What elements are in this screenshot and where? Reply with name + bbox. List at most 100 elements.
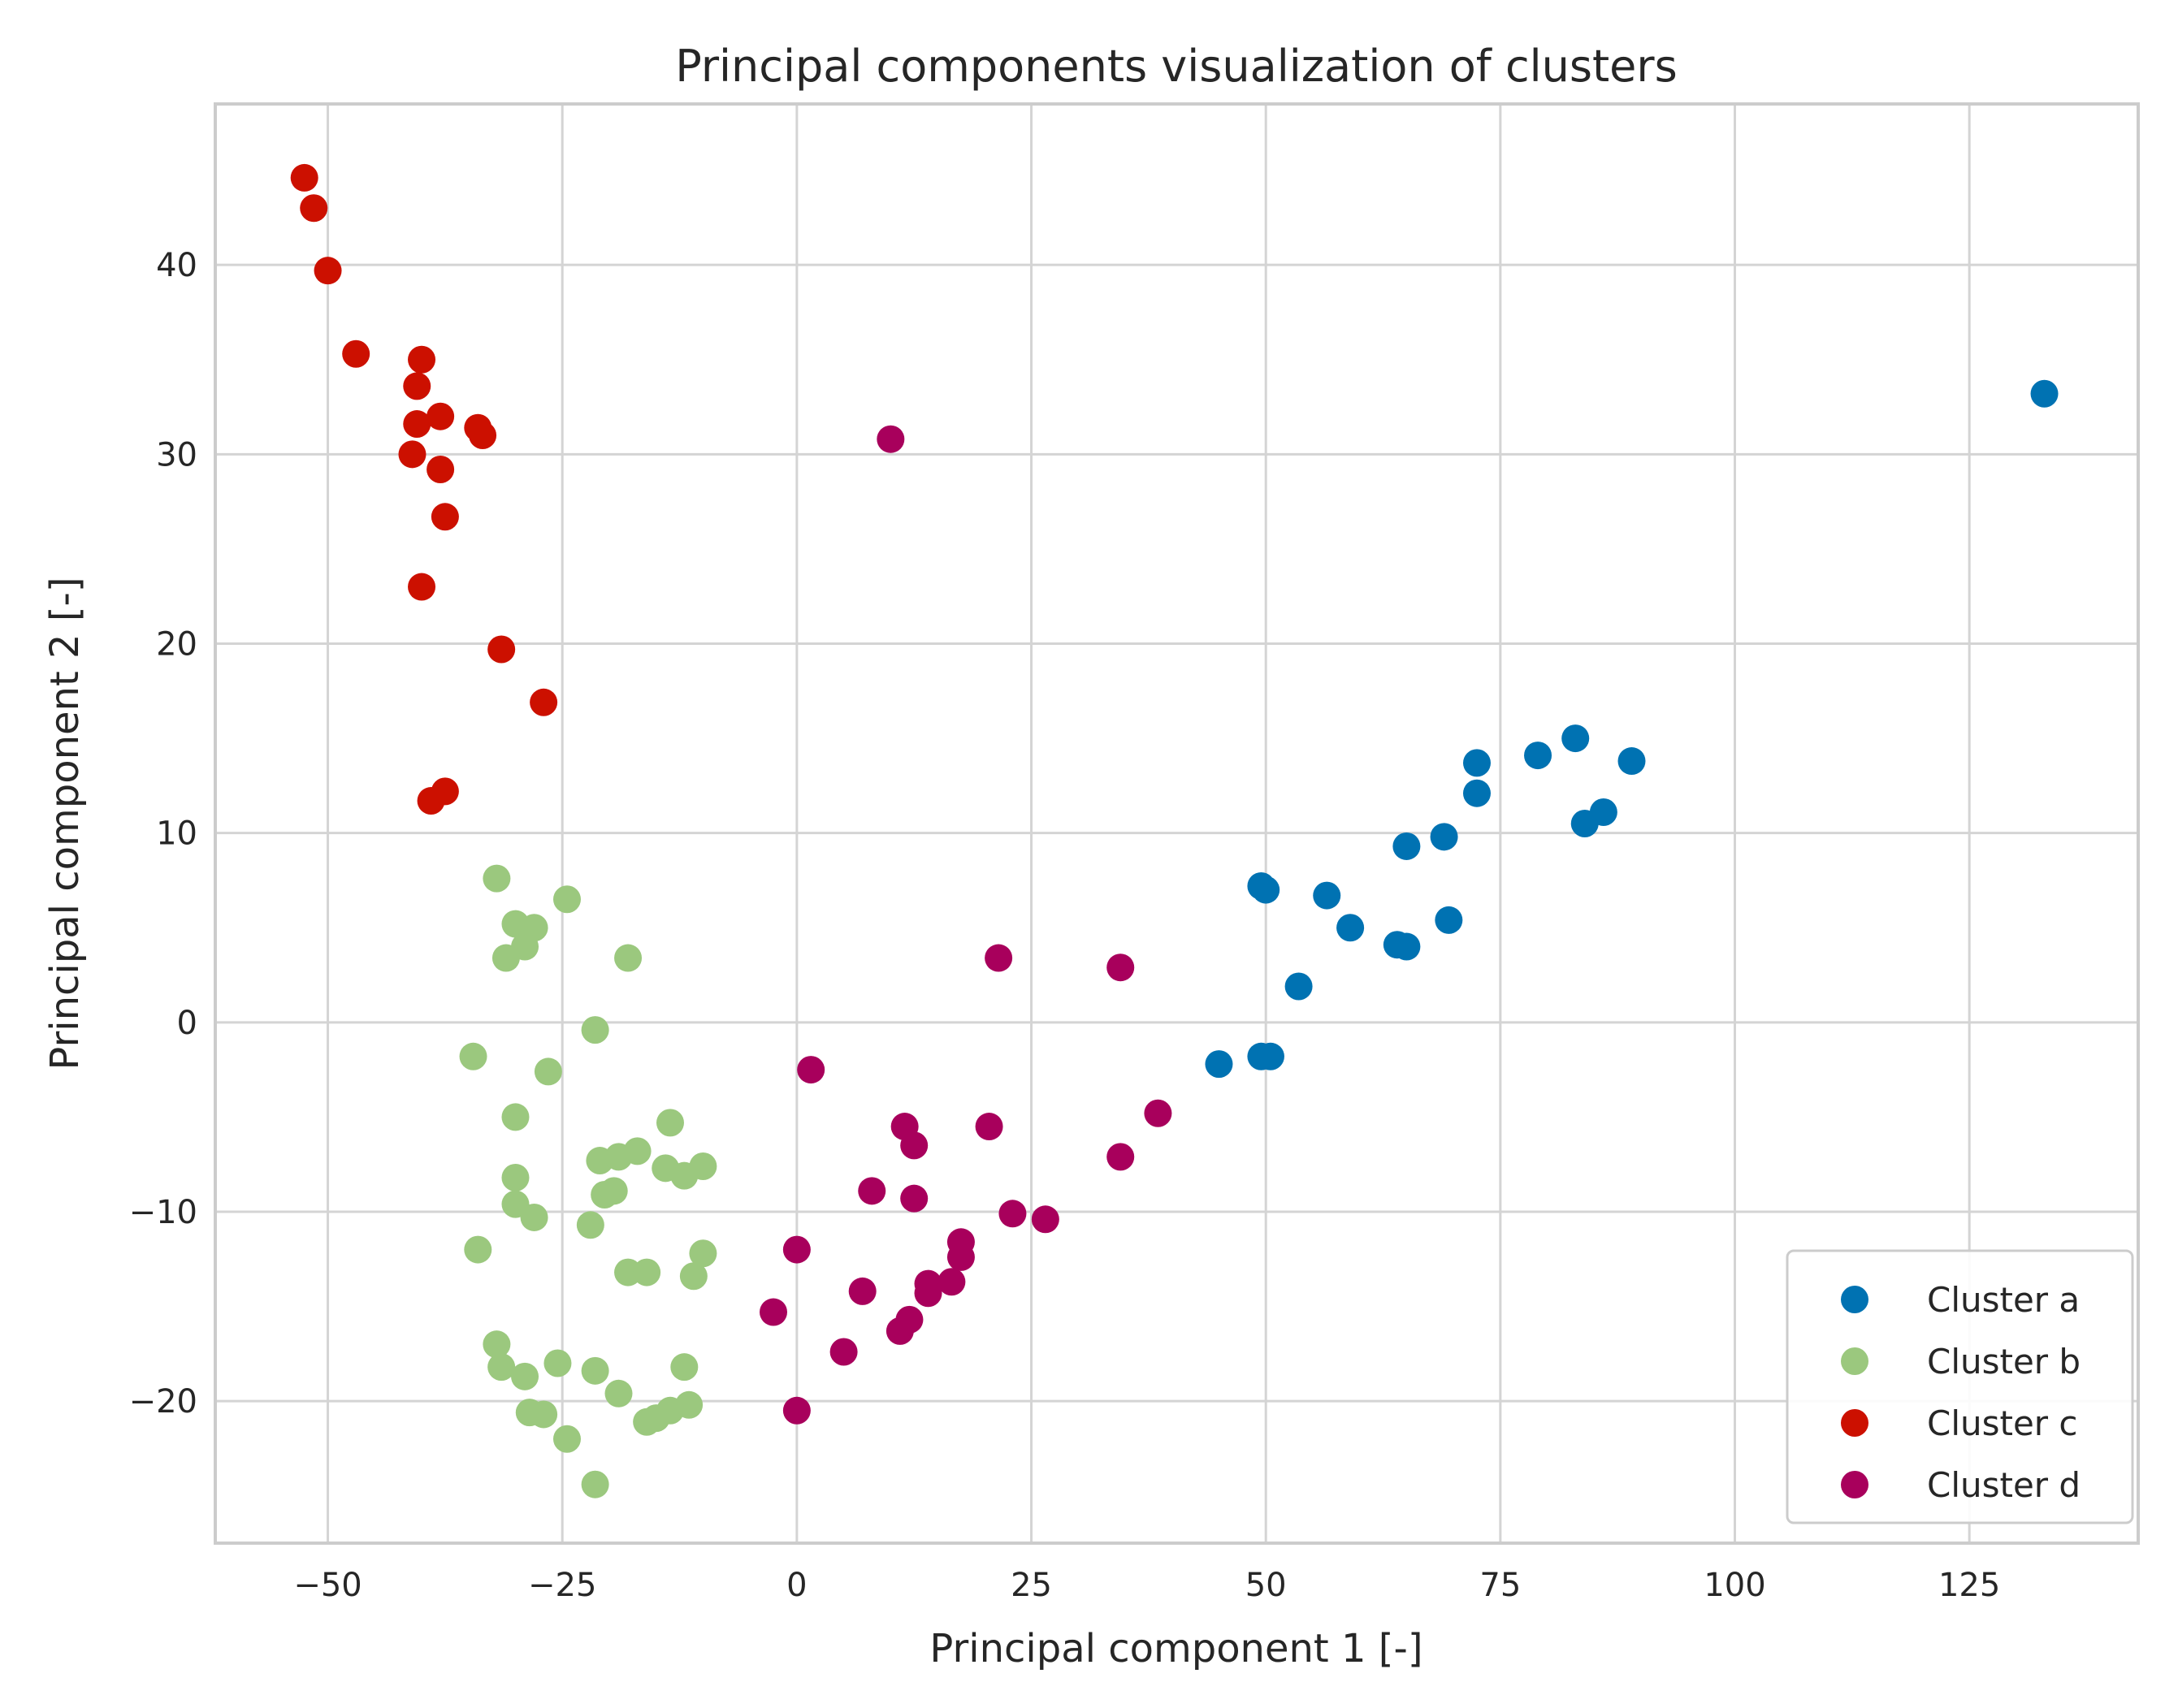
x-tick-label: −25 [528,1567,596,1604]
cluster-d-point [782,1396,811,1425]
cluster-b-point [689,1239,717,1268]
legend-marker-cluster-c [1841,1409,1868,1437]
cluster-d-point [998,1200,1027,1228]
cluster-b-point [689,1152,717,1181]
cluster-b-point [487,1353,516,1382]
y-tick-label: 20 [156,626,197,664]
cluster-d-point [848,1277,877,1305]
y-axis-label: Principal component 2 [-] [42,577,88,1070]
cluster-b-point [600,1177,628,1205]
cluster-a-point [1256,1042,1284,1070]
cluster-b-point [459,1042,487,1070]
x-tick-label: 75 [1479,1567,1521,1604]
cluster-b-point [581,1016,609,1044]
cluster-b-point [534,1057,562,1086]
cluster-b-point [581,1470,609,1498]
cluster-b-point [483,864,511,893]
cluster-a-point [1589,798,1617,827]
cluster-c-point [469,422,497,450]
cluster-c-point [408,345,436,374]
cluster-a-point [1462,749,1491,777]
legend-box [1786,1249,2134,1524]
cluster-a-point [1462,779,1491,807]
cluster-c-point [342,339,370,368]
x-tick-label: 25 [1011,1567,1052,1604]
plot-frame [214,102,2140,1545]
cluster-d-point [797,1056,825,1084]
cluster-d-point [829,1338,858,1366]
cluster-b-point [604,1379,633,1407]
cluster-b-point [501,1103,530,1131]
x-tick-label: 0 [786,1567,807,1604]
legend-marker-cluster-b [1841,1347,1868,1375]
cluster-d-point [760,1298,788,1326]
cluster-d-point [1106,953,1135,982]
legend-marker-cluster-a [1841,1286,1868,1313]
cluster-c-point [431,503,459,531]
cluster-b-point [656,1109,684,1137]
cluster-d-point [1144,1099,1172,1127]
tick-labels: −50 −25 0 25 50 75 100 125 −20 −10 0 10 20 30 40 [129,247,2001,1604]
cluster-a-point [1561,724,1590,753]
cluster-d-point [900,1184,929,1213]
cluster-b-point [576,1211,604,1239]
cluster-d-point [782,1235,811,1264]
cluster-b-point [552,885,581,914]
y-tick-label: 40 [156,247,197,284]
cluster-b-point [483,1330,511,1359]
legend-marker-cluster-d [1841,1471,1868,1498]
cluster-b-point [491,944,520,972]
cluster-c-point [314,257,342,285]
cluster-b-point [520,1203,548,1231]
cluster-b-point [543,1349,572,1377]
cluster-c-point [427,455,455,483]
x-tick-label: 100 [1704,1567,1765,1604]
cluster-b-point [552,1425,581,1453]
cluster-b-point [614,944,643,972]
cluster-b-point [679,1262,708,1291]
legend-label-cluster-c: Cluster c [1927,1403,2078,1443]
cluster-a-point [1205,1050,1233,1079]
cluster-d-point [877,425,905,453]
legend-label-cluster-a: Cluster a [1927,1280,2080,1320]
cluster-b-point [633,1258,661,1286]
x-tick-label: −50 [293,1567,362,1604]
cluster-a-point [2030,379,2059,408]
cluster-a-point [1430,823,1458,851]
cluster-a-point [1617,747,1646,776]
cluster-d-point [1106,1143,1135,1171]
cluster-b-point [511,1362,539,1390]
cluster-a-point [1392,932,1421,961]
cluster-c-point [431,777,459,806]
cluster-d-point [975,1113,1003,1141]
cluster-c-point [403,410,431,439]
cluster-a-point [1524,742,1552,770]
legend-label-cluster-d: Cluster d [1927,1465,2081,1505]
cluster-a-point [1313,881,1341,910]
cluster-d-point [1031,1205,1059,1234]
cluster-b-point [623,1137,652,1165]
cluster-a-point [1252,876,1280,904]
cluster-c-point [290,163,318,192]
y-tick-label: 10 [156,815,197,853]
cluster-d-point [914,1279,942,1308]
cluster-c-point [408,573,436,601]
cluster-c-point [403,372,431,400]
cluster-c-point [300,194,328,223]
cluster-b-point [501,1164,530,1192]
cluster-d-point [885,1317,914,1345]
y-tick-label: 30 [156,436,197,473]
cluster-a-point [1435,906,1463,934]
cluster-b-point [464,1235,492,1264]
y-tick-label: −20 [129,1383,197,1420]
cluster-c-point [398,440,427,469]
cluster-c-point [487,635,516,664]
cluster-d-point [946,1243,975,1271]
cluster-d-point [900,1131,929,1160]
cluster-b-point [675,1390,704,1419]
y-tick-label: 0 [177,1005,197,1042]
cluster-b-point [530,1400,558,1429]
cluster-b-point [633,1407,661,1436]
chart-title: Principal components visualization of cl… [675,41,1678,92]
